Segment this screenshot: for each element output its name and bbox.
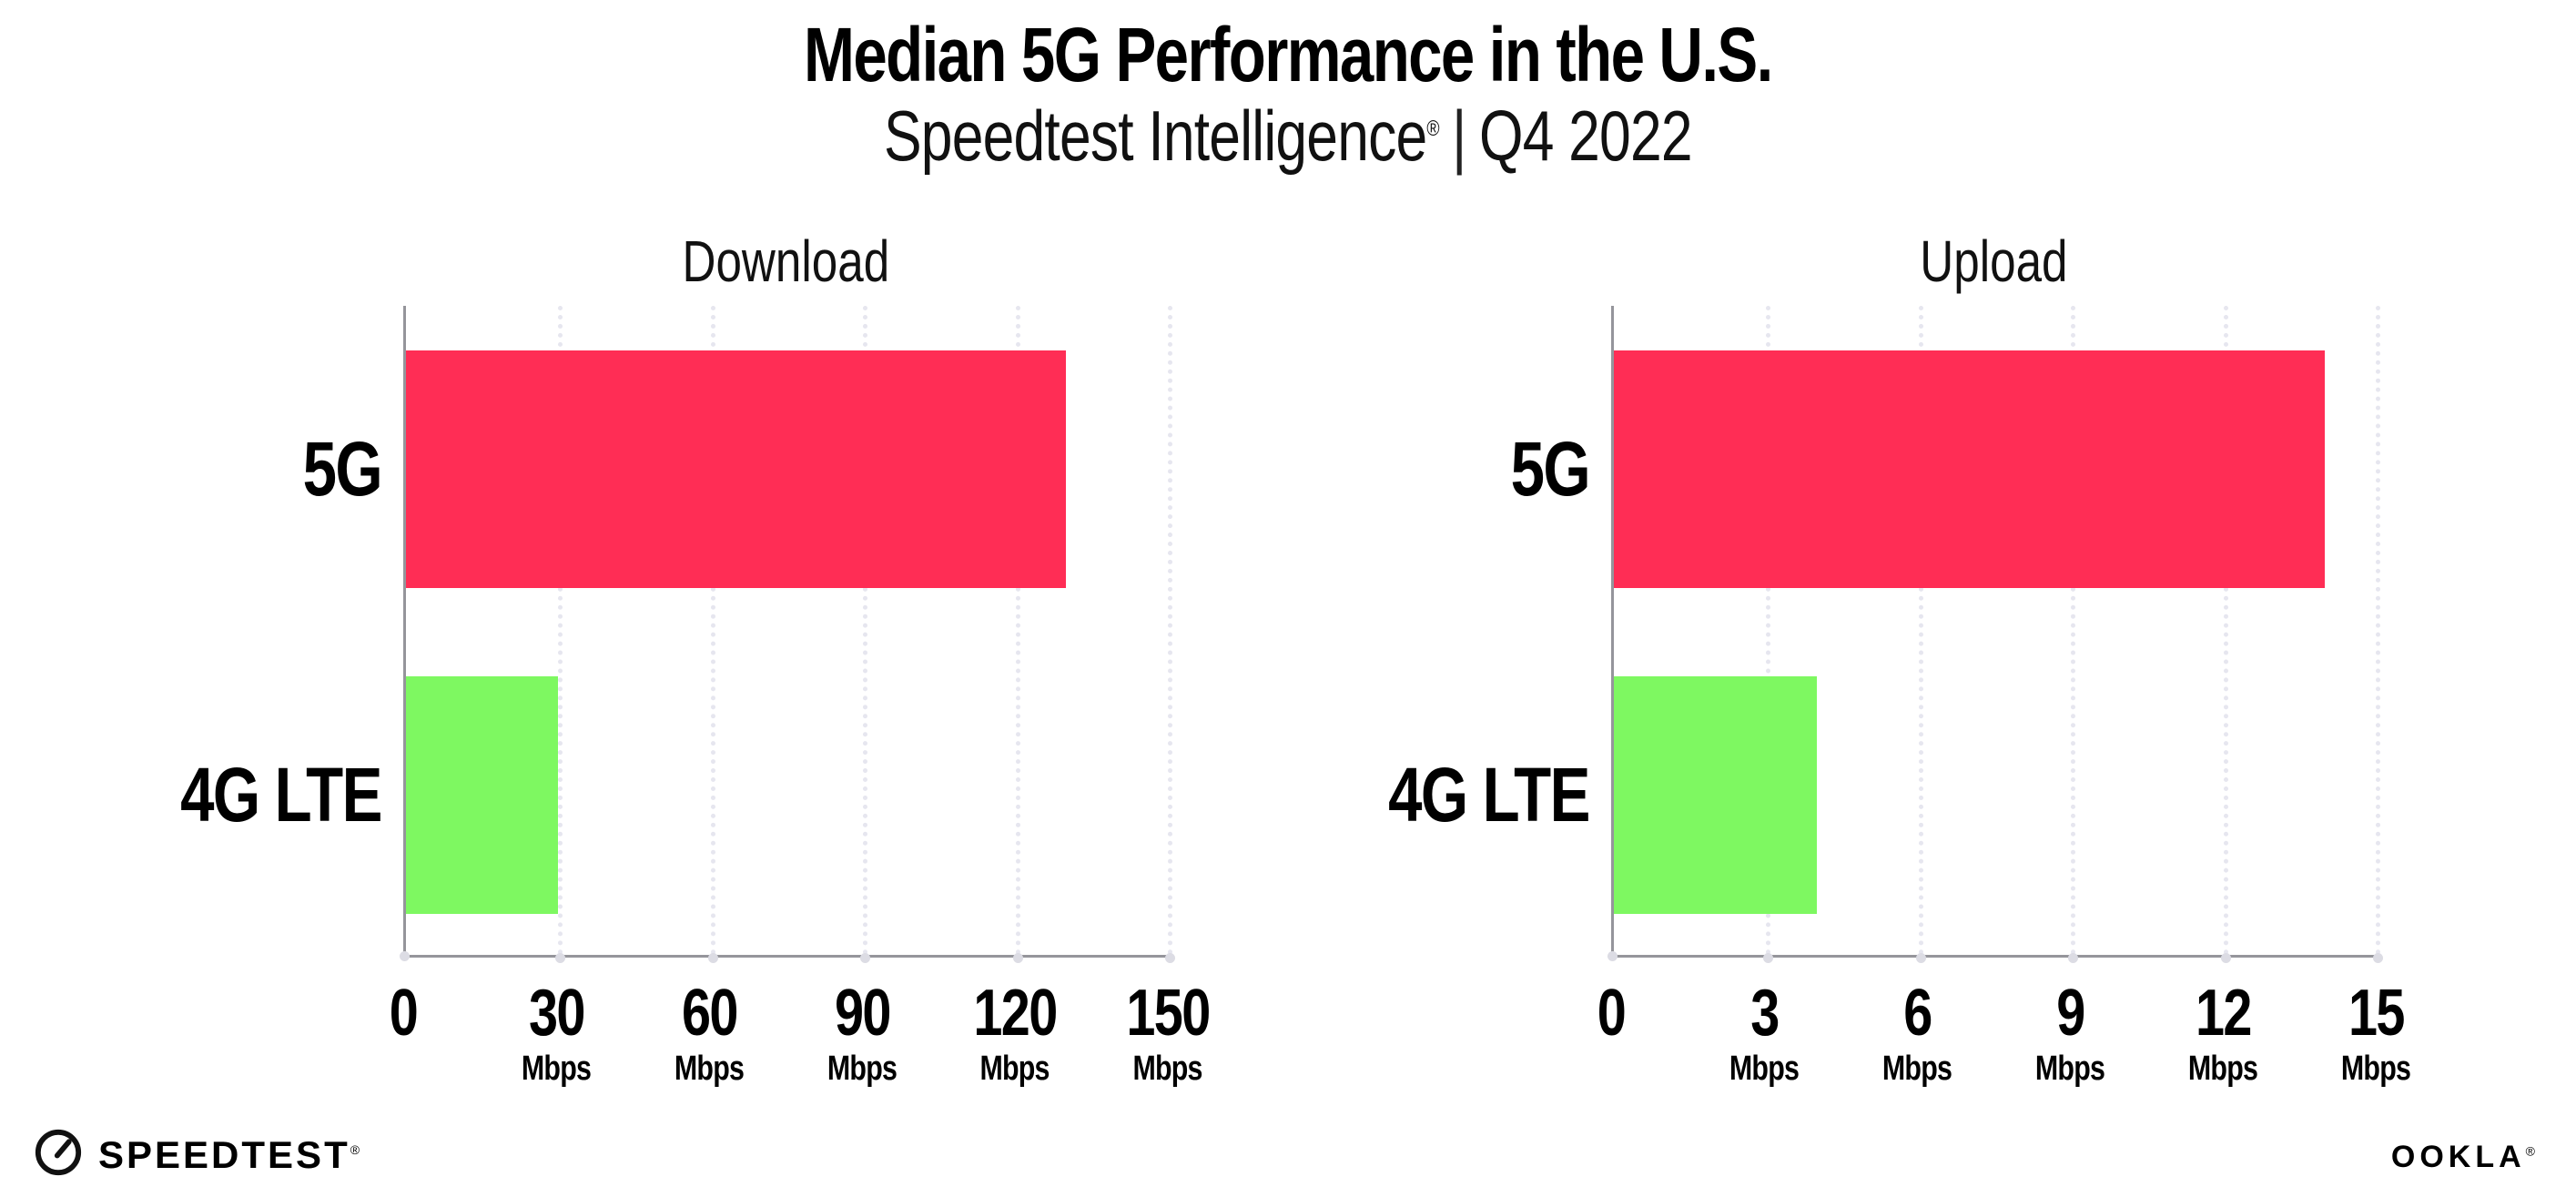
x-tick-unit: Mbps xyxy=(2340,1050,2411,1088)
subtitle-divider: | xyxy=(1452,96,1466,176)
upload-chart: Upload 5G 4G LTE 0 3 Mbps 6 Mbps 9 Mbps 12 Mbps 15… xyxy=(1374,228,2411,1133)
subtitle-brand: Speedtest Intelligence xyxy=(884,96,1427,176)
x-tick-unit: Mbps xyxy=(979,1050,1050,1088)
x-tick-label: 150 Mbps xyxy=(1116,980,1220,1086)
x-tick-unit: Mbps xyxy=(1881,1050,1952,1088)
gridline xyxy=(1012,306,1023,963)
ookla-logo-text: OOKLA® xyxy=(2390,1140,2540,1174)
x-tick-unit: Mbps xyxy=(1132,1050,1203,1088)
gridline xyxy=(2068,306,2079,963)
x-tick-label: 15 Mbps xyxy=(2332,980,2419,1086)
plot-area-download xyxy=(400,306,1175,963)
category-axis: 5G 4G LTE xyxy=(1374,306,1591,958)
x-tick-label: 60 Mbps xyxy=(665,980,752,1086)
x-tick-value: 120 xyxy=(973,977,1058,1050)
category-label-4g-lte: 4G LTE xyxy=(180,751,382,837)
bar-4g-lte xyxy=(406,676,559,914)
x-tick-label: 90 Mbps xyxy=(818,980,905,1086)
x-tick-label: 30 Mbps xyxy=(512,980,599,1086)
category-label-5g: 5G xyxy=(1510,425,1591,512)
x-tick-label: 0 xyxy=(1594,980,1628,1046)
x-tick-value: 6 xyxy=(1902,977,1932,1050)
x-tick-label: 12 Mbps xyxy=(2179,980,2266,1086)
gridline xyxy=(1763,306,1774,963)
x-tick-unit: Mbps xyxy=(674,1050,745,1088)
category-axis: 5G 4G LTE xyxy=(167,306,383,958)
x-tick-label: 3 Mbps xyxy=(1720,980,1807,1086)
registered-mark: ® xyxy=(350,1141,363,1157)
x-tick-unit: Mbps xyxy=(1729,1050,1800,1088)
registered-mark: ® xyxy=(2525,1143,2540,1159)
subtitle-period: Q4 2022 xyxy=(1479,96,1693,176)
page-subtitle: Speedtest Intelligence® | Q4 2022 xyxy=(0,95,2576,178)
gridline xyxy=(555,306,566,963)
x-tick-label: 120 Mbps xyxy=(963,980,1067,1086)
page-title: Median 5G Performance in the U.S. xyxy=(804,12,1773,97)
x-tick-unit: Mbps xyxy=(2187,1050,2258,1088)
gridline xyxy=(2373,306,2383,963)
x-axis-ticks-upload: 0 3 Mbps 6 Mbps 9 Mbps 12 Mbps 15 Mbps xyxy=(1597,980,2411,1126)
chart-title-upload: Upload xyxy=(1919,228,2068,294)
x-axis-ticks-download: 0 30 Mbps 60 Mbps 90 Mbps 120 Mbps 150 Mbps xyxy=(390,980,1211,1126)
gridline xyxy=(707,306,718,963)
x-tick-label: 6 Mbps xyxy=(1873,980,1960,1086)
x-tick-unit: Mbps xyxy=(521,1050,592,1088)
gridline xyxy=(860,306,871,963)
x-tick-value: 150 xyxy=(1126,977,1211,1050)
x-tick-label: 9 Mbps xyxy=(2026,980,2113,1086)
bar-5g xyxy=(1614,350,2326,588)
gridline xyxy=(1165,306,1175,963)
x-tick-value: 0 xyxy=(1597,977,1627,1050)
ookla-logo: OOKLA® xyxy=(2391,1140,2540,1175)
x-tick-value: 0 xyxy=(389,977,419,1050)
x-tick-value: 15 xyxy=(2348,977,2405,1050)
gridline xyxy=(1915,306,1926,963)
category-label-5g: 5G xyxy=(302,425,383,512)
bar-4g-lte xyxy=(1614,676,1818,914)
x-tick-unit: Mbps xyxy=(2034,1050,2105,1088)
x-tick-unit: Mbps xyxy=(827,1050,898,1088)
x-tick-value: 9 xyxy=(2055,977,2085,1050)
x-tick-value: 60 xyxy=(681,977,738,1050)
download-chart: Download 5G 4G LTE 0 30 Mbps 60 Mbps 90 Mbps 120… xyxy=(167,228,1211,1133)
gridline xyxy=(2220,306,2231,963)
x-tick-label: 0 xyxy=(386,980,421,1046)
speedtest-logo-text: SPEEDTEST® xyxy=(98,1132,363,1176)
bar-5g xyxy=(406,350,1067,588)
x-tick-value: 12 xyxy=(2195,977,2252,1050)
x-tick-value: 3 xyxy=(1749,977,1780,1050)
chart-title-download: Download xyxy=(682,228,889,294)
registered-mark: ® xyxy=(1426,117,1440,141)
category-label-4g-lte: 4G LTE xyxy=(1388,751,1590,837)
plot-area-upload xyxy=(1607,306,2383,963)
x-tick-value: 30 xyxy=(528,977,585,1050)
x-tick-value: 90 xyxy=(834,977,891,1050)
speedtest-logo: SPEEDTEST® xyxy=(33,1127,362,1182)
speedtest-gauge-icon xyxy=(33,1127,84,1182)
